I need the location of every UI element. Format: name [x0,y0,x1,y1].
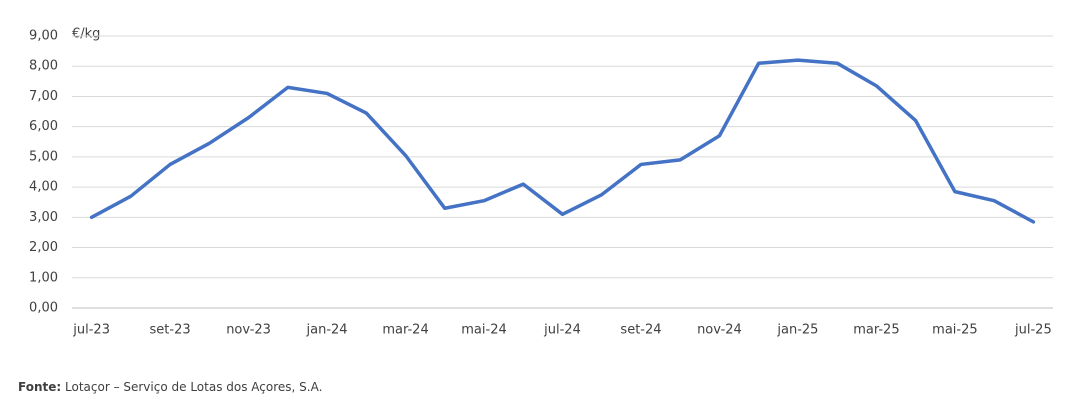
y-tick-label: 7,00 [29,89,58,104]
source-label: Fonte: [18,380,61,394]
y-tick-label: 3,00 [29,210,58,225]
x-tick-label: mar-25 [853,323,899,338]
x-tick-label: nov-23 [226,323,271,338]
x-tick-label: nov-24 [697,323,742,338]
y-tick-label: 1,00 [29,270,58,285]
y-tick-label: 4,00 [29,180,58,195]
x-tick-label: mai-24 [461,323,506,338]
x-tick-label: mai-25 [932,323,977,338]
source-text: Lotaçor – Serviço de Lotas dos Açores, S… [65,380,322,394]
y-tick-label: 6,00 [29,119,58,134]
y-tick-label: 0,00 [29,301,58,316]
x-tick-label: jan-25 [776,323,818,338]
x-tick-label: jul-24 [543,323,581,338]
y-tick-label: 5,00 [29,149,58,164]
x-tick-label: set-23 [150,323,191,338]
source: Fonte: Lotaçor – Serviço de Lotas dos Aç… [18,380,322,394]
x-tick-label: mar-24 [382,323,428,338]
y-tick-label: 8,00 [29,59,58,74]
x-tick-label: jul-23 [72,323,110,338]
y-tick-label: 2,00 [29,240,58,255]
x-tick-label: jul-25 [1014,323,1052,338]
x-tick-label: jan-24 [306,323,348,338]
data-line [89,58,1036,224]
y-tick-label: 9,00 [29,29,58,44]
x-tick-label: set-24 [620,323,661,338]
y-unit-label: €/kg [72,27,100,42]
